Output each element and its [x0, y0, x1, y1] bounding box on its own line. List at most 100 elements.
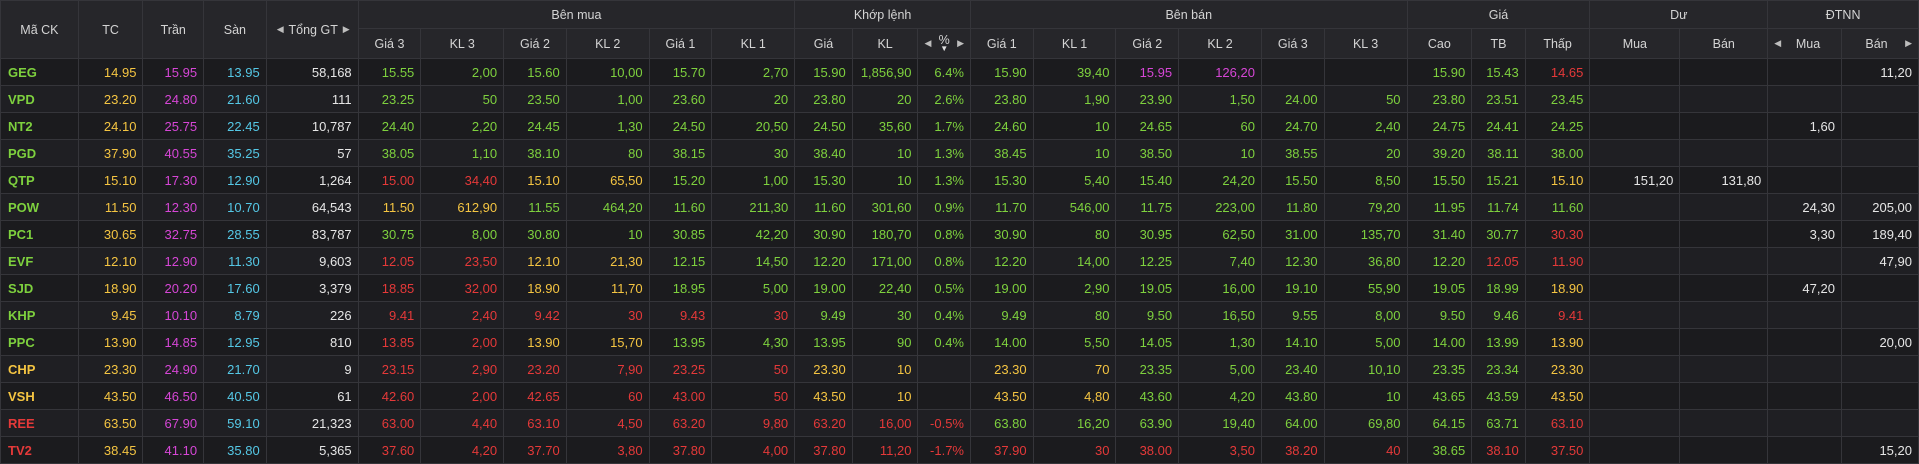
floor-price-cell: 21.70: [203, 355, 267, 383]
table-row[interactable]: TV2 38.45 41.10 35.80 5,365 37.60 4,20 37.70 3,8…: [0, 436, 1919, 464]
table-row[interactable]: CHP 23.30 24.90 21.70 9 23.15 2,90 23.20 7,90 23.…: [0, 355, 1919, 383]
col-buy-vol-1[interactable]: KL 1: [711, 28, 796, 59]
symbol-cell[interactable]: EVF: [0, 247, 79, 275]
buy-vol-1-cell: 5,00: [711, 274, 796, 302]
sell-vol-3-cell: 10: [1323, 382, 1408, 410]
residual-sell-cell: [1679, 112, 1769, 140]
symbol-cell[interactable]: CHP: [0, 355, 79, 383]
residual-buy-cell: [1589, 301, 1681, 329]
sell-price-1-cell: 15.30: [970, 166, 1034, 194]
col-sell-vol-3[interactable]: KL 3: [1323, 28, 1408, 59]
caret-left-icon[interactable]: ◀: [924, 38, 932, 48]
caret-left-icon[interactable]: ◀: [1774, 38, 1782, 48]
match-vol-cell: 10: [851, 166, 919, 194]
col-residual-sell[interactable]: Bán: [1679, 28, 1769, 59]
ceiling-price-cell: 20.20: [142, 274, 205, 302]
table-row[interactable]: SJD 18.90 20.20 17.60 3,379 18.85 32,00 18.90 11…: [0, 274, 1919, 302]
col-match-pct[interactable]: ◀ % ▼ ▶: [917, 28, 971, 59]
foreign-sell-cell: [1840, 355, 1919, 383]
symbol-cell[interactable]: VPD: [0, 85, 79, 113]
symbol-cell[interactable]: NT2: [0, 112, 79, 140]
foreign-sell-cell: 189,40: [1840, 220, 1919, 248]
table-row[interactable]: PPC 13.90 14.85 12.95 810 13.85 2,00 13.90 15,70…: [0, 328, 1919, 356]
col-sell-vol-2[interactable]: KL 2: [1178, 28, 1262, 59]
sell-price-2-cell: 38.50: [1115, 139, 1180, 167]
buy-price-2-cell: 12.10: [503, 247, 567, 275]
sell-price-3-cell: 15.50: [1260, 166, 1325, 194]
buy-price-2-cell: 42.65: [503, 382, 567, 410]
low-price-cell: 15.10: [1524, 166, 1591, 194]
table-row[interactable]: VSH 43.50 46.50 40.50 61 42.60 2,00 42.65 60 43.0…: [0, 382, 1919, 410]
table-row[interactable]: GEG 14.95 15.95 13.95 58,168 15.55 2,00 15.60 10…: [0, 58, 1919, 86]
col-match-price[interactable]: Giá: [794, 28, 853, 59]
symbol-cell[interactable]: SJD: [0, 274, 79, 302]
table-row[interactable]: PGD 37.90 40.55 35.25 57 38.05 1,10 38.10 80 38.1…: [0, 139, 1919, 167]
table-row[interactable]: QTP 15.10 17.30 12.90 1,264 15.00 34,40 15.10 65…: [0, 166, 1919, 194]
col-buy-price-2[interactable]: Giá 2: [503, 28, 567, 59]
col-total-value[interactable]: ◀ Tổng GT ▶: [265, 0, 359, 59]
sell-price-1-cell: 24.60: [970, 112, 1034, 140]
match-pct-cell: 6.4%: [917, 58, 971, 86]
col-match-vol[interactable]: KL: [851, 28, 919, 59]
col-low[interactable]: Thấp: [1524, 28, 1591, 59]
caret-right-icon[interactable]: ▶: [342, 24, 350, 34]
symbol-cell[interactable]: POW: [0, 193, 79, 221]
sell-price-2-cell: 11.75: [1115, 193, 1180, 221]
caret-right-icon[interactable]: ▶: [957, 38, 964, 48]
group-residual: Dư: [1589, 0, 1769, 29]
table-row[interactable]: REE 63.50 67.90 59.10 21,323 63.00 4,40 63.10 4,…: [0, 409, 1919, 437]
symbol-cell[interactable]: GEG: [0, 58, 79, 86]
col-buy-price-1[interactable]: Giá 1: [648, 28, 713, 59]
col-sell-vol-1[interactable]: KL 1: [1032, 28, 1117, 59]
residual-sell-cell: [1679, 355, 1769, 383]
col-residual-buy[interactable]: Mua: [1589, 28, 1681, 59]
table-row[interactable]: KHP 9.45 10.10 8.79 226 9.41 2,40 9.42 30 9.43 30 9…: [0, 301, 1919, 329]
sell-price-3-cell: 43.80: [1260, 382, 1325, 410]
ceiling-price-cell: 41.10: [142, 436, 205, 464]
symbol-cell[interactable]: REE: [0, 409, 79, 437]
buy-vol-1-cell: 42,20: [711, 220, 796, 248]
table-row[interactable]: PC1 30.65 32.75 28.55 83,787 30.75 8,00 30.80 10…: [0, 220, 1919, 248]
symbol-cell[interactable]: KHP: [0, 301, 79, 329]
total-value-cell: 1,264: [265, 166, 359, 194]
col-symbol[interactable]: Mã CK: [0, 0, 79, 59]
col-sell-price-1[interactable]: Giá 1: [970, 28, 1034, 59]
buy-vol-2-cell: 10,00: [565, 58, 650, 86]
buy-price-1-cell: 30.85: [648, 220, 713, 248]
table-row[interactable]: POW 11.50 12.30 10.70 64,543 11.50 612,90 11.55…: [0, 193, 1919, 221]
caret-left-icon[interactable]: ◀: [276, 24, 284, 34]
table-row[interactable]: NT2 24.10 25.75 22.45 10,787 24.40 2,20 24.45 1,…: [0, 112, 1919, 140]
col-ceiling[interactable]: Trần: [142, 0, 205, 59]
col-buy-vol-3[interactable]: KL 3: [420, 28, 505, 59]
col-average[interactable]: TB: [1471, 28, 1526, 59]
high-price-cell: 24.75: [1406, 112, 1473, 140]
table-row[interactable]: EVF 12.10 12.90 11.30 9,603 12.05 23,50 12.10 21…: [0, 247, 1919, 275]
col-foreign-buy[interactable]: ◀ Mua: [1767, 28, 1842, 59]
col-sell-price-2[interactable]: Giá 2: [1115, 28, 1180, 59]
col-buy-vol-2[interactable]: KL 2: [565, 28, 650, 59]
col-reference[interactable]: TC: [77, 0, 144, 59]
col-high[interactable]: Cao: [1406, 28, 1473, 59]
floor-price-cell: 11.30: [203, 247, 267, 275]
caret-right-icon[interactable]: ▶: [1905, 38, 1912, 48]
col-foreign-sell[interactable]: Bán ▶: [1840, 28, 1919, 59]
symbol-cell[interactable]: PC1: [0, 220, 79, 248]
sell-price-3-cell: [1260, 58, 1325, 86]
symbol-cell[interactable]: PGD: [0, 139, 79, 167]
low-price-cell: 23.45: [1524, 85, 1591, 113]
col-sell-price-3[interactable]: Giá 3: [1260, 28, 1325, 59]
sell-vol-1-cell: 4,80: [1032, 382, 1117, 410]
sell-price-1-cell: 12.20: [970, 247, 1034, 275]
symbol-cell[interactable]: VSH: [0, 382, 79, 410]
symbol-cell[interactable]: PPC: [0, 328, 79, 356]
sell-price-3-cell: 14.10: [1260, 328, 1325, 356]
symbol-cell[interactable]: QTP: [0, 166, 79, 194]
col-buy-price-3[interactable]: Giá 3: [357, 28, 422, 59]
buy-vol-1-cell: 2,70: [711, 58, 796, 86]
buy-price-3-cell: 15.55: [357, 58, 422, 86]
col-floor[interactable]: Sàn: [203, 0, 267, 59]
ceiling-price-cell: 40.55: [142, 139, 205, 167]
sort-down-icon[interactable]: ▼: [940, 44, 949, 53]
table-row[interactable]: VPD 23.20 24.80 21.60 111 23.25 50 23.50 1,00 23.…: [0, 85, 1919, 113]
symbol-cell[interactable]: TV2: [0, 436, 79, 464]
